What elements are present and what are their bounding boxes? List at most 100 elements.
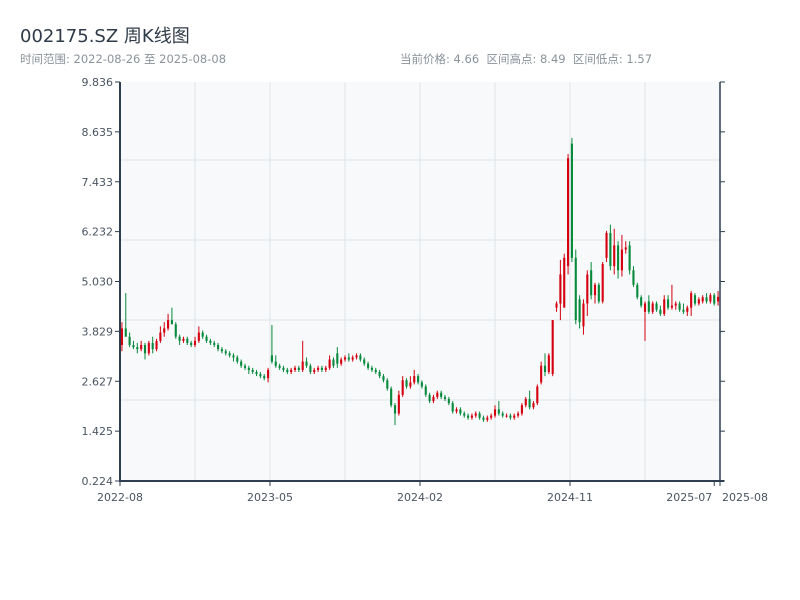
candle-down	[305, 361, 308, 366]
candle-down	[570, 143, 573, 258]
candle-down	[459, 409, 462, 414]
candle-down	[443, 396, 447, 399]
candle-up	[601, 264, 604, 302]
price-stats-text: 当前价格: 4.66 区间高点: 8.49 区间低点: 1.57	[400, 52, 653, 66]
candle-up	[701, 297, 704, 302]
candle-down	[705, 297, 708, 302]
candle-down	[320, 367, 323, 370]
candle-down	[297, 367, 300, 370]
candle-down	[332, 359, 335, 366]
candle-down	[309, 365, 312, 372]
candle-up	[524, 398, 527, 406]
candle-up	[301, 361, 304, 370]
candle-down	[374, 369, 377, 372]
y-tick-label: 0.224	[82, 475, 114, 488]
candle-down	[393, 405, 397, 414]
candle-down	[236, 357, 239, 362]
y-tick-label: 5.030	[82, 276, 114, 289]
candle-up	[559, 274, 562, 304]
candle-up	[409, 382, 412, 387]
candle-down	[405, 380, 408, 387]
candle-down	[640, 297, 643, 306]
candle-down	[659, 309, 662, 314]
candle-up	[328, 359, 331, 368]
candle-up	[717, 296, 720, 302]
candle-down	[217, 345, 220, 350]
candle-up	[551, 320, 554, 375]
candle-down	[578, 299, 581, 323]
candle-up	[613, 245, 616, 267]
y-tick-label: 8.635	[82, 126, 114, 139]
candle-up	[624, 247, 627, 250]
candle-down	[647, 301, 650, 312]
candle-down	[247, 367, 250, 370]
candles	[120, 137, 720, 426]
candle-down	[263, 376, 266, 379]
candle-up	[163, 328, 166, 333]
candle-down	[497, 409, 500, 414]
candle-down	[590, 270, 593, 296]
candle-down	[424, 386, 427, 395]
candle-down	[274, 361, 277, 366]
candle-up	[436, 392, 439, 397]
candle-down	[205, 336, 208, 341]
candle-up	[290, 369, 293, 372]
axes: 0.224 1.425 2.627 3.829 5.030 6.232 7.433 8.635…	[82, 76, 768, 504]
candle-down	[128, 336, 131, 346]
candle-up	[663, 299, 666, 314]
candle-down	[655, 303, 658, 310]
x-tick-label: 2024-11	[547, 491, 593, 504]
candle-up	[324, 367, 327, 370]
candle-down	[136, 347, 139, 350]
candle-down	[420, 382, 423, 387]
candle-up	[547, 355, 550, 372]
candle-down	[386, 380, 389, 389]
candle-up	[486, 417, 489, 420]
candle-down	[509, 415, 512, 418]
candle-down	[682, 309, 685, 312]
candle-up	[470, 415, 473, 418]
candle-down	[178, 336, 181, 341]
candle-down	[228, 353, 231, 356]
candle-up	[674, 303, 677, 306]
candle-up	[197, 332, 200, 341]
candle-down	[478, 413, 481, 418]
candle-down	[463, 413, 466, 416]
candle-up	[520, 405, 523, 414]
candle-up	[605, 232, 608, 258]
candle-down	[609, 232, 612, 267]
candle-up	[140, 345, 143, 350]
candle-up	[340, 359, 343, 364]
grid-lines	[120, 82, 720, 481]
candle-down	[713, 295, 716, 304]
candle-down	[259, 374, 262, 377]
candle-down	[390, 388, 393, 406]
candle-down	[451, 403, 454, 412]
candle-up	[397, 394, 400, 414]
candle-down	[382, 376, 385, 381]
candle-down	[220, 349, 223, 352]
candle-up	[267, 369, 270, 379]
candle-up	[670, 305, 673, 308]
candle-down	[482, 417, 485, 420]
candle-up	[167, 320, 170, 329]
candle-up	[540, 365, 543, 383]
candle-up	[593, 284, 597, 296]
candle-up	[159, 332, 162, 341]
candle-down	[363, 359, 366, 364]
candle-up	[563, 257, 566, 308]
x-tick-label: 2023-05	[247, 491, 293, 504]
candle-down	[151, 342, 154, 350]
candle-up	[686, 307, 689, 312]
candle-up	[401, 380, 404, 395]
candle-up	[643, 303, 647, 312]
candle-down	[378, 371, 381, 377]
candle-down	[628, 245, 631, 271]
candle-up	[709, 295, 712, 302]
candle-up	[413, 376, 416, 383]
candle-up	[532, 403, 535, 408]
candle-up	[355, 355, 358, 358]
candle-up	[493, 409, 497, 416]
candle-down	[190, 342, 193, 346]
candle-down	[417, 376, 420, 383]
